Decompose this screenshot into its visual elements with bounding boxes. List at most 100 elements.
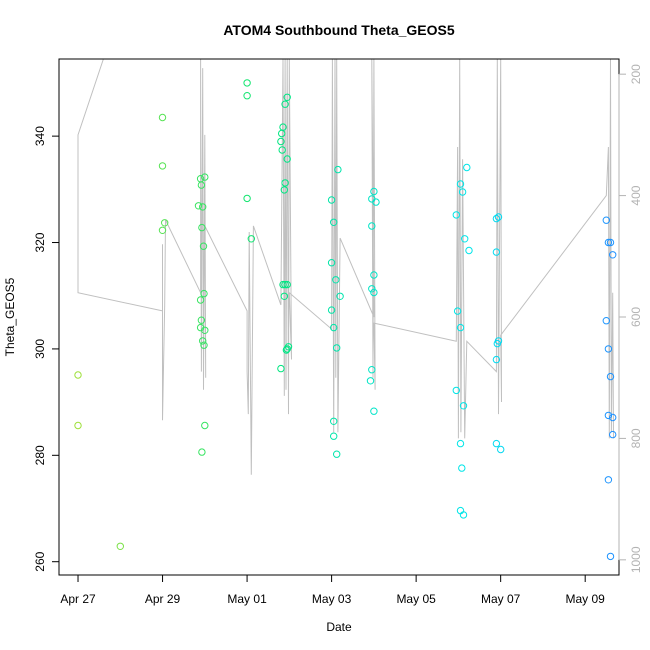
y-tick-label: 320 <box>33 232 47 252</box>
data-point <box>282 346 291 354</box>
x-tick-label: Apr 29 <box>145 592 181 606</box>
y-axis-label: Theta_GEOS5 <box>3 277 17 356</box>
data-point <box>198 223 206 232</box>
data-point <box>327 196 336 204</box>
data-point <box>492 248 501 256</box>
data-point <box>199 203 207 211</box>
y-tick-label: 260 <box>33 551 47 571</box>
data-point <box>283 280 291 289</box>
y-axis: 260 280 300 320 340 <box>33 126 60 572</box>
data-point <box>458 188 467 196</box>
data-point <box>366 377 375 385</box>
data-point <box>602 216 610 224</box>
data-point <box>200 289 208 298</box>
data-point <box>609 413 617 422</box>
data-point <box>458 464 466 472</box>
data-point <box>277 137 285 146</box>
data-point <box>368 366 376 374</box>
data-point <box>74 421 82 430</box>
data-point <box>327 259 336 267</box>
data-point <box>333 450 341 458</box>
data-point <box>370 407 378 415</box>
data-point <box>492 214 501 223</box>
data-point <box>334 165 342 174</box>
data-point <box>453 307 462 315</box>
data-point <box>459 402 468 410</box>
data-point <box>283 155 291 163</box>
data-point <box>370 288 378 297</box>
right-tick-label: 1000 <box>629 546 643 573</box>
data-point <box>74 371 82 379</box>
data-point <box>461 235 469 243</box>
data-point <box>609 251 617 259</box>
x-tick-label: May 07 <box>481 592 521 606</box>
data-point <box>201 326 209 334</box>
right-tick-label: 800 <box>629 428 643 448</box>
data-point <box>492 439 501 448</box>
data-point <box>197 316 206 324</box>
data-point <box>161 219 169 227</box>
y-tick-label: 280 <box>33 445 47 465</box>
data-point <box>493 339 501 348</box>
data-point <box>278 129 286 138</box>
data-point <box>197 181 206 189</box>
data-point <box>606 552 615 561</box>
x-tick-label: May 05 <box>396 592 436 606</box>
x-axis: Apr 27 Apr 29 May 01 May 03 May 05 May 07 May … <box>60 574 605 606</box>
data-point <box>330 323 338 332</box>
data-point <box>278 146 286 154</box>
data-point <box>283 345 291 353</box>
data-points <box>74 79 617 561</box>
data-point <box>604 476 613 484</box>
data-point <box>201 421 209 430</box>
data-point <box>602 317 610 325</box>
data-point <box>494 213 503 221</box>
x-axis-label: Date <box>326 620 352 634</box>
data-point <box>370 187 378 196</box>
data-point <box>243 79 251 87</box>
flight-profile-lines <box>77 59 614 475</box>
data-point <box>330 218 338 227</box>
data-point <box>196 296 205 304</box>
data-point <box>333 344 341 352</box>
data-point <box>465 246 473 255</box>
x-tick-label: Apr 27 <box>60 592 96 606</box>
data-point <box>452 211 460 219</box>
data-point <box>368 285 376 293</box>
data-point <box>280 292 288 300</box>
data-point <box>604 345 613 353</box>
data-point <box>606 238 615 247</box>
data-point <box>199 337 207 345</box>
data-point <box>456 323 465 332</box>
data-point <box>199 242 208 250</box>
data-point <box>281 179 289 187</box>
data-point <box>456 180 465 188</box>
data-point <box>452 386 460 395</box>
right-tick-label: 200 <box>629 64 643 84</box>
data-point <box>198 448 206 456</box>
chart-title: ATOM4 Southbound Theta_GEOS5 <box>223 22 454 38</box>
data-point <box>281 100 289 108</box>
data-point <box>158 162 167 170</box>
data-point <box>158 113 167 122</box>
data-point <box>368 222 376 230</box>
data-point <box>609 430 617 439</box>
data-point <box>158 226 167 235</box>
data-point <box>604 411 613 420</box>
data-point <box>200 341 208 349</box>
data-point <box>277 364 285 373</box>
data-point <box>456 439 465 448</box>
data-point <box>116 542 125 550</box>
data-point <box>281 280 289 289</box>
data-point <box>372 198 380 206</box>
data-point <box>459 511 468 519</box>
data-point <box>463 163 471 172</box>
data-point <box>370 271 378 279</box>
data-point <box>330 432 338 440</box>
right-tick-label: 400 <box>629 185 643 205</box>
x-tick-label: May 03 <box>312 592 352 606</box>
data-point <box>194 202 203 210</box>
data-point <box>497 445 505 454</box>
data-point <box>280 186 288 194</box>
